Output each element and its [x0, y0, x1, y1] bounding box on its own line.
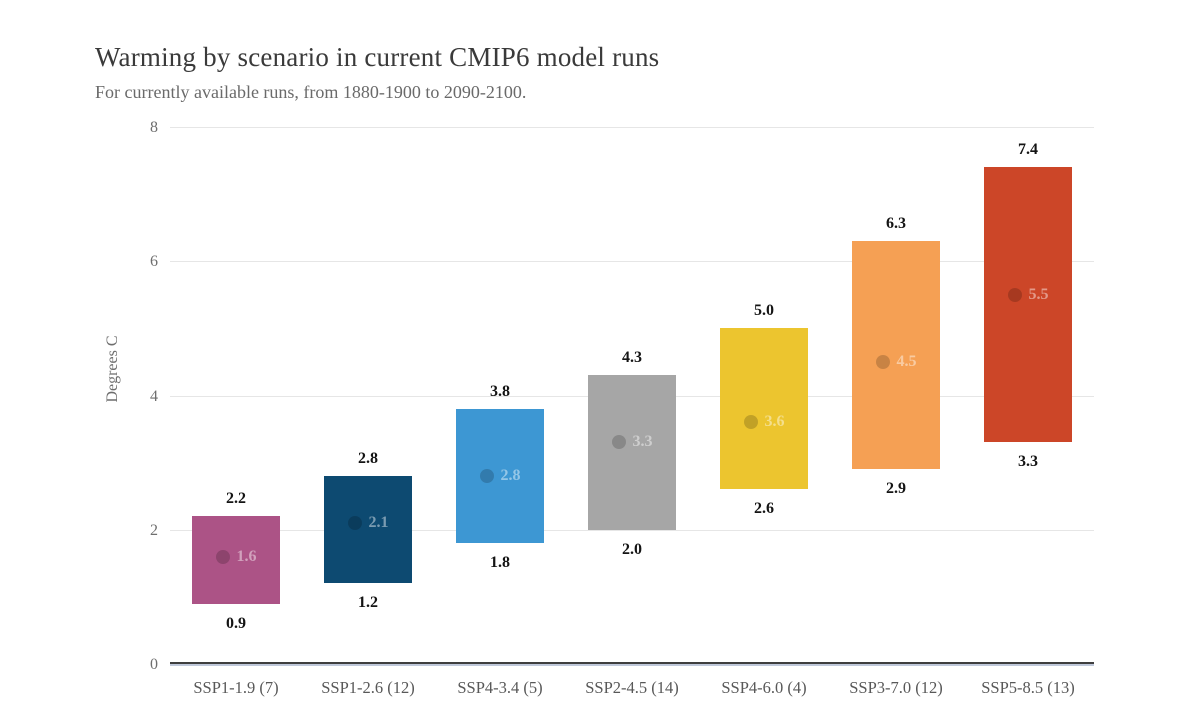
min-value-label: 2.0 [622, 540, 642, 558]
min-value-label: 0.9 [226, 614, 246, 632]
y-tick-label-8: 8 [150, 119, 158, 136]
range-bar-SSP2-4.5 (14)[interactable] [588, 375, 676, 530]
mean-marker-group: 2.8 [434, 468, 566, 484]
chart-subtitle: For currently available runs, from 1880-… [95, 82, 527, 102]
range-bar-SSP4-6.0 (4)[interactable] [720, 328, 808, 490]
bars-layer: 2.2 0.9 1.6 2.8 1.2 2.1 3.8 1.8 2.8 4.3 2.0 3.3 5.0 2… [170, 127, 1094, 664]
mean-marker-group: 3.6 [698, 414, 830, 430]
min-value-label: 2.9 [886, 480, 906, 498]
mean-dot-icon [743, 415, 758, 430]
max-value-label: 4.3 [622, 349, 642, 367]
mean-value-label: 2.1 [368, 514, 389, 532]
scenario-column: 2.8 1.2 2.1 [302, 127, 434, 664]
scenario-column: 4.3 2.0 3.3 [566, 127, 698, 664]
mean-marker-group: 2.1 [302, 515, 434, 531]
mean-dot-icon [347, 516, 362, 531]
max-value-label: 5.0 [754, 302, 774, 320]
scenario-column: 2.2 0.9 1.6 [170, 127, 302, 664]
mean-value-label: 2.8 [500, 467, 521, 485]
x-category-label-SSP4-3.4 (5): SSP4-3.4 (5) [457, 678, 543, 697]
mean-dot-icon [875, 354, 890, 369]
mean-dot-icon [1007, 287, 1022, 302]
range-bar-SSP1-2.6 (12)[interactable] [324, 476, 412, 584]
gridline-y-8 [170, 127, 1094, 128]
range-bar-SSP5-8.5 (13)[interactable] [984, 167, 1072, 443]
max-value-label: 2.2 [226, 490, 246, 508]
scenario-column: 5.0 2.6 3.6 [698, 127, 830, 664]
mean-value-label: 1.6 [236, 547, 257, 565]
max-value-label: 3.8 [490, 382, 510, 400]
range-bar-SSP3-7.0 (12)[interactable] [852, 241, 940, 470]
x-category-label-SSP1-1.9 (7): SSP1-1.9 (7) [193, 678, 279, 697]
scenario-column: 7.4 3.3 5.5 [962, 127, 1094, 664]
x-category-label-SSP5-8.5 (13): SSP5-8.5 (13) [981, 678, 1075, 697]
y-tick-label-4: 4 [150, 387, 158, 405]
mean-marker-group: 4.5 [830, 352, 962, 370]
mean-value-label: 3.3 [632, 433, 653, 451]
scenario-column: 3.8 1.8 2.8 [434, 127, 566, 664]
x-axis-category-labels: SSP1-1.9 (7) SSP1-2.6 (12) SSP4-3.4 (5) SSP… [170, 678, 1094, 698]
min-value-label: 3.3 [1018, 453, 1038, 471]
mean-marker-group: 5.5 [962, 285, 1094, 303]
mean-dot-icon [215, 549, 230, 564]
x-category-label-SSP3-7.0 (12): SSP3-7.0 (12) [849, 678, 943, 697]
min-value-label: 2.6 [754, 500, 774, 518]
gridline-y-2 [170, 529, 1094, 531]
gridline-y-6 [170, 261, 1094, 263]
mean-marker-group: 3.3 [566, 434, 698, 450]
mean-dot-icon [479, 469, 494, 484]
mean-dot-icon [611, 435, 626, 450]
chart-header: Warming by scenario in current CMIP6 mod… [95, 42, 659, 103]
y-tick-label-2: 2 [150, 521, 158, 539]
mean-marker-group: 1.6 [170, 547, 302, 565]
range-bar-SSP1-1.9 (7)[interactable] [192, 516, 280, 604]
plot-area: Degrees C 0 2 4 6 8 2.2 0.9 1.6 2.8 1.2 2.1 3.8 1.8… [104, 120, 1094, 673]
x-category-label-SSP1-2.6 (12): SSP1-2.6 (12) [321, 678, 415, 697]
mean-value-label: 4.5 [896, 352, 917, 370]
y-tick-label-0: 0 [150, 656, 158, 673]
x-axis-baseline [170, 662, 1094, 666]
max-value-label: 7.4 [1018, 141, 1038, 159]
chart-title: Warming by scenario in current CMIP6 mod… [95, 42, 660, 72]
mean-value-label: 3.6 [764, 413, 785, 431]
y-tick-label-6: 6 [150, 253, 158, 271]
max-value-label: 2.8 [358, 450, 378, 468]
max-value-label: 6.3 [886, 215, 906, 233]
mean-value-label: 5.5 [1028, 285, 1049, 303]
range-bar-SSP4-3.4 (5)[interactable] [456, 408, 544, 544]
scenario-column: 6.3 2.9 4.5 [830, 127, 962, 664]
min-value-label: 1.2 [358, 594, 378, 612]
y-axis-title: Degrees C [104, 335, 121, 403]
x-category-label-SSP2-4.5 (14): SSP2-4.5 (14) [585, 678, 679, 697]
min-value-label: 1.8 [490, 554, 510, 572]
y-axis-tick-labels: 0 2 4 6 8 [130, 120, 158, 673]
x-category-label-SSP4-6.0 (4): SSP4-6.0 (4) [721, 678, 807, 697]
